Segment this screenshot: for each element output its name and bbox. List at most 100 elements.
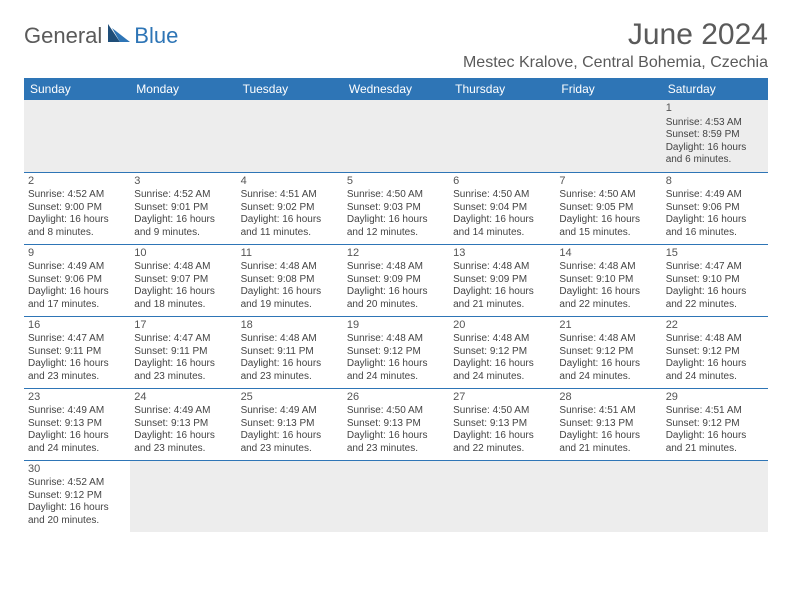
calendar-cell: 27Sunrise: 4:50 AMSunset: 9:13 PMDayligh…	[449, 388, 555, 460]
sunrise-line: Sunrise: 4:49 AM	[28, 261, 126, 274]
daylight-line: Daylight: 16 hours and 23 minutes.	[28, 358, 126, 383]
daylight-line: Daylight: 16 hours and 14 minutes.	[453, 214, 551, 239]
calendar-cell-empty	[130, 100, 236, 172]
logo-text-blue: Blue	[134, 23, 178, 49]
weekday-header: Thursday	[449, 78, 555, 100]
sunrise-line: Sunrise: 4:47 AM	[28, 333, 126, 346]
calendar-cell: 22Sunrise: 4:48 AMSunset: 9:12 PMDayligh…	[662, 316, 768, 388]
calendar-cell-empty	[662, 460, 768, 532]
day-number: 28	[559, 391, 657, 405]
sunrise-line: Sunrise: 4:48 AM	[347, 261, 445, 274]
sunrise-line: Sunrise: 4:48 AM	[241, 261, 339, 274]
weekday-header: Tuesday	[237, 78, 343, 100]
day-number: 17	[134, 319, 232, 333]
sunrise-line: Sunrise: 4:50 AM	[559, 189, 657, 202]
calendar-cell: 30Sunrise: 4:52 AMSunset: 9:12 PMDayligh…	[24, 460, 130, 532]
calendar-cell-empty	[237, 460, 343, 532]
sunset-line: Sunset: 8:59 PM	[666, 129, 764, 142]
sunrise-line: Sunrise: 4:51 AM	[241, 189, 339, 202]
day-number: 14	[559, 247, 657, 261]
daylight-line: Daylight: 16 hours and 24 minutes.	[666, 358, 764, 383]
sunrise-line: Sunrise: 4:49 AM	[134, 405, 232, 418]
header: General Blue June 2024 Mestec Kralove, C…	[24, 18, 768, 72]
sunset-line: Sunset: 9:03 PM	[347, 202, 445, 215]
calendar-cell: 3Sunrise: 4:52 AMSunset: 9:01 PMDaylight…	[130, 172, 236, 244]
logo-sail-icon	[106, 22, 132, 49]
sunrise-line: Sunrise: 4:48 AM	[666, 333, 764, 346]
sunset-line: Sunset: 9:10 PM	[559, 274, 657, 287]
daylight-line: Daylight: 16 hours and 9 minutes.	[134, 214, 232, 239]
logo: General Blue	[24, 22, 178, 49]
calendar-cell: 8Sunrise: 4:49 AMSunset: 9:06 PMDaylight…	[662, 172, 768, 244]
weekday-header: Wednesday	[343, 78, 449, 100]
calendar-cell-empty	[449, 100, 555, 172]
calendar-cell: 17Sunrise: 4:47 AMSunset: 9:11 PMDayligh…	[130, 316, 236, 388]
calendar-cell-empty	[130, 460, 236, 532]
weekday-header: Sunday	[24, 78, 130, 100]
calendar-cell: 7Sunrise: 4:50 AMSunset: 9:05 PMDaylight…	[555, 172, 661, 244]
day-number: 16	[28, 319, 126, 333]
calendar-cell-empty	[343, 100, 449, 172]
sunset-line: Sunset: 9:01 PM	[134, 202, 232, 215]
calendar-cell-empty	[555, 100, 661, 172]
calendar-cell: 19Sunrise: 4:48 AMSunset: 9:12 PMDayligh…	[343, 316, 449, 388]
day-number: 21	[559, 319, 657, 333]
sunrise-line: Sunrise: 4:48 AM	[559, 333, 657, 346]
sunrise-line: Sunrise: 4:50 AM	[347, 405, 445, 418]
day-number: 7	[559, 175, 657, 189]
daylight-line: Daylight: 16 hours and 23 minutes.	[134, 358, 232, 383]
calendar-table: Sunday Monday Tuesday Wednesday Thursday…	[24, 78, 768, 532]
calendar-cell: 29Sunrise: 4:51 AMSunset: 9:12 PMDayligh…	[662, 388, 768, 460]
daylight-line: Daylight: 16 hours and 23 minutes.	[347, 430, 445, 455]
day-number: 10	[134, 247, 232, 261]
calendar-cell: 25Sunrise: 4:49 AMSunset: 9:13 PMDayligh…	[237, 388, 343, 460]
sunset-line: Sunset: 9:13 PM	[453, 418, 551, 431]
day-number: 27	[453, 391, 551, 405]
sunset-line: Sunset: 9:00 PM	[28, 202, 126, 215]
daylight-line: Daylight: 16 hours and 15 minutes.	[559, 214, 657, 239]
day-number: 20	[453, 319, 551, 333]
sunset-line: Sunset: 9:10 PM	[666, 274, 764, 287]
sunrise-line: Sunrise: 4:48 AM	[453, 333, 551, 346]
calendar-cell: 14Sunrise: 4:48 AMSunset: 9:10 PMDayligh…	[555, 244, 661, 316]
day-number: 15	[666, 247, 764, 261]
sunset-line: Sunset: 9:12 PM	[28, 490, 126, 503]
sunset-line: Sunset: 9:09 PM	[453, 274, 551, 287]
calendar-cell-empty	[449, 460, 555, 532]
sunrise-line: Sunrise: 4:48 AM	[559, 261, 657, 274]
sunset-line: Sunset: 9:04 PM	[453, 202, 551, 215]
daylight-line: Daylight: 16 hours and 20 minutes.	[347, 286, 445, 311]
sunset-line: Sunset: 9:11 PM	[28, 346, 126, 359]
sunrise-line: Sunrise: 4:52 AM	[28, 189, 126, 202]
daylight-line: Daylight: 16 hours and 22 minutes.	[666, 286, 764, 311]
calendar-cell-empty	[237, 100, 343, 172]
calendar-cell: 24Sunrise: 4:49 AMSunset: 9:13 PMDayligh…	[130, 388, 236, 460]
weekday-header: Friday	[555, 78, 661, 100]
calendar-cell: 5Sunrise: 4:50 AMSunset: 9:03 PMDaylight…	[343, 172, 449, 244]
sunset-line: Sunset: 9:11 PM	[134, 346, 232, 359]
calendar-cell: 21Sunrise: 4:48 AMSunset: 9:12 PMDayligh…	[555, 316, 661, 388]
calendar-cell: 13Sunrise: 4:48 AMSunset: 9:09 PMDayligh…	[449, 244, 555, 316]
calendar-row: 16Sunrise: 4:47 AMSunset: 9:11 PMDayligh…	[24, 316, 768, 388]
calendar-cell: 23Sunrise: 4:49 AMSunset: 9:13 PMDayligh…	[24, 388, 130, 460]
month-title: June 2024	[463, 18, 768, 52]
daylight-line: Daylight: 16 hours and 19 minutes.	[241, 286, 339, 311]
calendar-cell: 28Sunrise: 4:51 AMSunset: 9:13 PMDayligh…	[555, 388, 661, 460]
sunset-line: Sunset: 9:13 PM	[134, 418, 232, 431]
daylight-line: Daylight: 16 hours and 12 minutes.	[347, 214, 445, 239]
sunset-line: Sunset: 9:08 PM	[241, 274, 339, 287]
sunrise-line: Sunrise: 4:47 AM	[666, 261, 764, 274]
daylight-line: Daylight: 16 hours and 24 minutes.	[347, 358, 445, 383]
daylight-line: Daylight: 16 hours and 24 minutes.	[453, 358, 551, 383]
calendar-cell: 2Sunrise: 4:52 AMSunset: 9:00 PMDaylight…	[24, 172, 130, 244]
daylight-line: Daylight: 16 hours and 8 minutes.	[28, 214, 126, 239]
daylight-line: Daylight: 16 hours and 22 minutes.	[453, 430, 551, 455]
calendar-row: 2Sunrise: 4:52 AMSunset: 9:00 PMDaylight…	[24, 172, 768, 244]
day-number: 2	[28, 175, 126, 189]
day-number: 11	[241, 247, 339, 261]
sunset-line: Sunset: 9:12 PM	[666, 346, 764, 359]
sunset-line: Sunset: 9:13 PM	[559, 418, 657, 431]
day-number: 25	[241, 391, 339, 405]
daylight-line: Daylight: 16 hours and 11 minutes.	[241, 214, 339, 239]
weekday-header: Monday	[130, 78, 236, 100]
